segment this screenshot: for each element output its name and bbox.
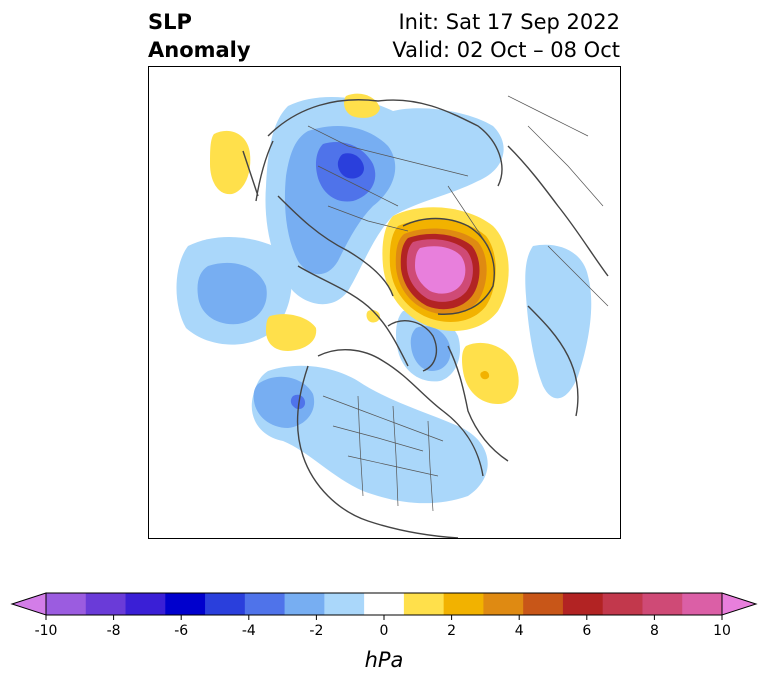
colorbar-bin: [443, 593, 484, 615]
colorbar-bin: [642, 593, 683, 615]
init-date: Init: Sat 17 Sep 2022: [398, 10, 620, 34]
colorbar-bins: [10, 592, 758, 616]
colorbar-tick-label: 4: [515, 623, 524, 639]
coastlines: [242, 99, 609, 539]
colorbar-tick-label: 8: [650, 623, 659, 639]
colorbar-bin: [682, 593, 723, 615]
anomaly-siberia-core: [337, 153, 364, 179]
colorbar-bin: [244, 593, 286, 615]
colorbar-tick-label: 10: [713, 623, 731, 639]
colorbar-bin: [85, 593, 127, 615]
colorbar-bin: [364, 593, 405, 615]
map-title: SLP Anomaly: [148, 8, 251, 64]
country-borders: [307, 95, 609, 512]
colorbar-bin: [562, 593, 604, 615]
anomaly-high-pink: [415, 246, 466, 294]
colorbar-bin: [284, 593, 325, 615]
colorbar-tick-label: -8: [107, 623, 121, 639]
positive-anomaly-areas: [210, 93, 519, 404]
colorbar-bin: [205, 593, 246, 615]
title-line-2: Anomaly: [148, 38, 251, 62]
negative-anomaly-areas: [176, 96, 592, 504]
colorbar-bin: [483, 593, 524, 615]
colorbar-bin: [602, 593, 643, 615]
anomaly-pacific-blue: [290, 394, 306, 410]
colorbar-ticks: -10 -8 -6 -4 -2 0 2 4 6 8 10: [35, 615, 731, 639]
anomaly-greenland-yellow: [210, 130, 251, 195]
colorbar: -10 -8 -6 -4 -2 0 2 4 6 8 10 hPa: [10, 592, 758, 672]
colorbar-bin: [403, 593, 445, 615]
anomaly-pacific-light: [525, 244, 592, 399]
colorbar-bin: [165, 593, 206, 615]
colorbar-unit: hPa: [365, 648, 404, 672]
colorbar-tick-label: -4: [242, 623, 256, 639]
anomaly-pacific-yellow: [462, 342, 519, 404]
colorbar-tick-label: -10: [35, 623, 58, 639]
title-line-1: SLP: [148, 10, 192, 34]
colorbar-tick-label: 6: [582, 623, 591, 639]
anomaly-atlantic-mid: [197, 262, 267, 325]
colorbar-bin: [125, 593, 166, 615]
colorbar-extend-high: [721, 592, 758, 616]
colorbar-tick-label: 0: [380, 623, 389, 639]
colorbar-bin: [46, 593, 87, 615]
colorbar-bin: [523, 593, 564, 615]
colorbar-extend-low: [10, 592, 47, 616]
colorbar-tick-label: -2: [309, 623, 323, 639]
slp-anomaly-map: [148, 66, 621, 539]
anomaly-pacific-orange: [480, 370, 490, 380]
colorbar-bin: [324, 593, 365, 615]
colorbar-tick-label: -6: [174, 623, 188, 639]
forecast-dates: Init: Sat 17 Sep 2022 Valid: 02 Oct – 08…: [392, 8, 620, 64]
valid-range: Valid: 02 Oct – 08 Oct: [392, 38, 620, 62]
anomaly-arctic-mid: [410, 326, 451, 371]
anomaly-pacific-mid: [253, 376, 315, 428]
anomaly-alaska-yellow: [266, 314, 317, 351]
colorbar-tick-label: 2: [447, 623, 456, 639]
anomaly-small-yellow: [366, 309, 381, 323]
